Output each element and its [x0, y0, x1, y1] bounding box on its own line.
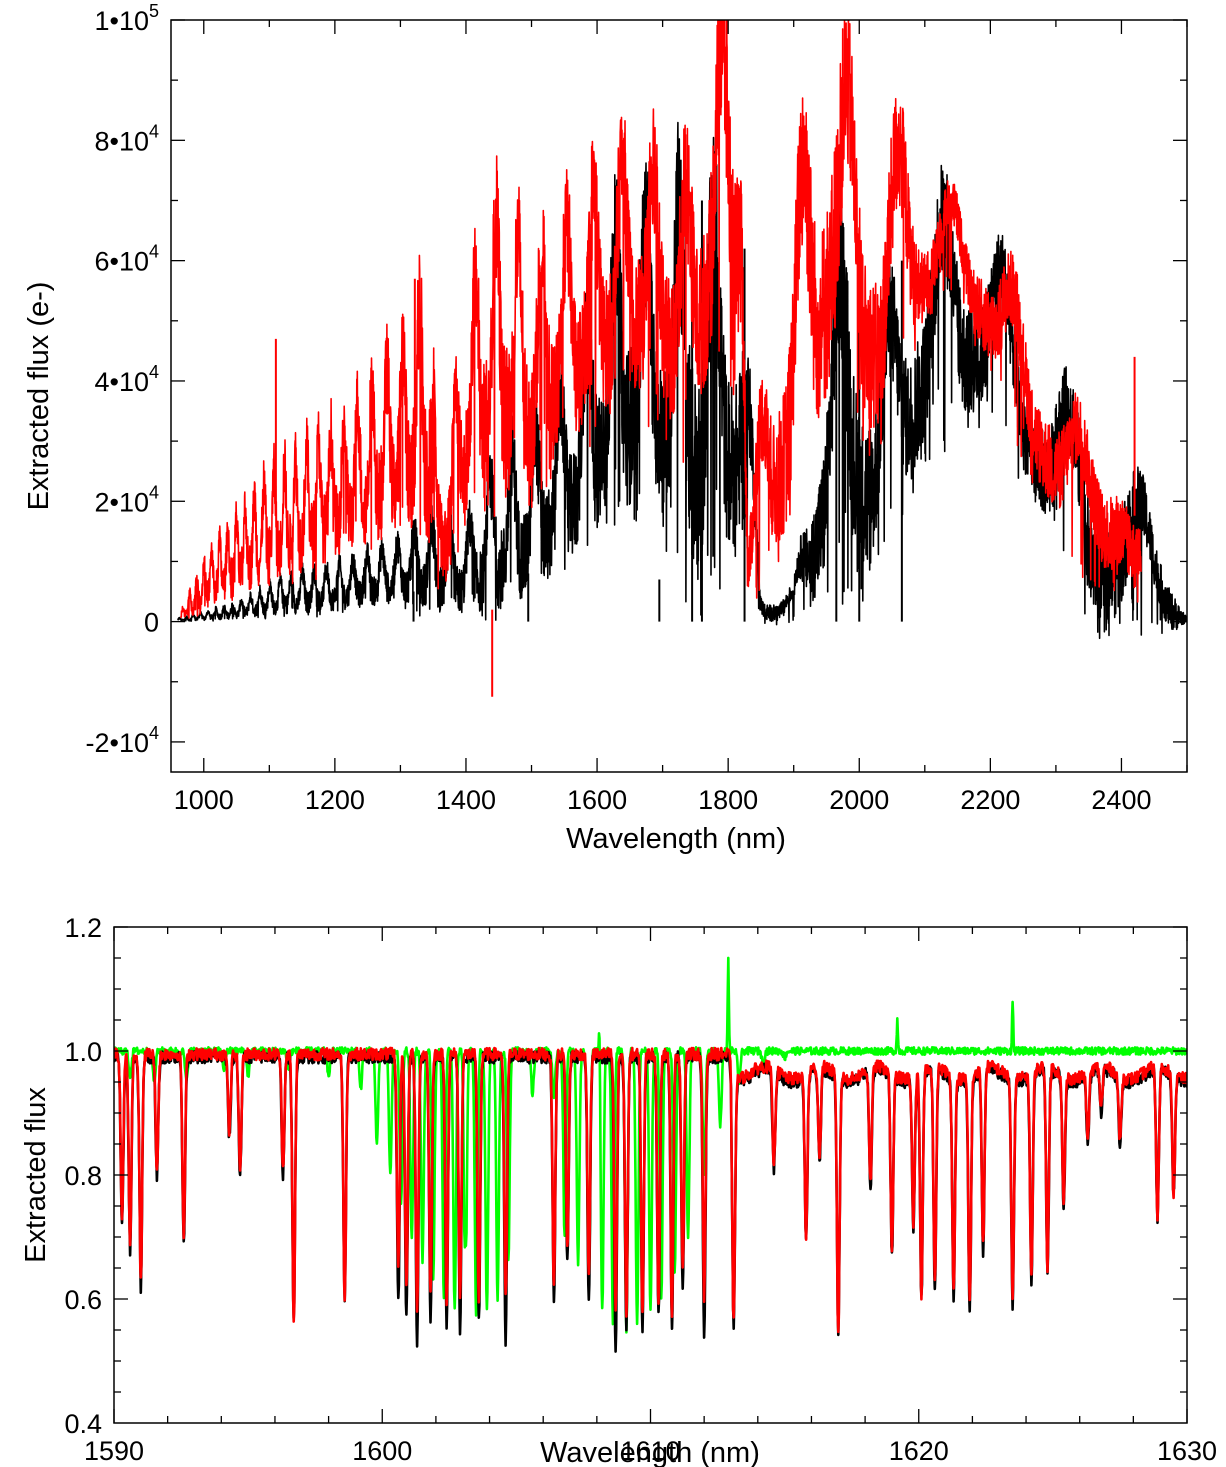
top-ytick-label: 0 — [144, 608, 159, 638]
top-plot-frame — [170, 19, 1188, 773]
top-xtick-label: 1600 — [567, 785, 627, 815]
top-xtick-label: 1400 — [436, 785, 496, 815]
bottom-ytick-label: 1.2 — [64, 913, 102, 943]
bottom-series-green-line — [114, 956, 1187, 1334]
bottom-ytick-label: 0.8 — [64, 1161, 102, 1191]
top-ytick-label: 2•104 — [94, 482, 159, 517]
top-ylabel: Extracted flux (e-) — [23, 282, 55, 511]
bottom-xtick-label: 1630 — [1157, 1436, 1217, 1466]
top-xtick-label: 1200 — [305, 785, 365, 815]
bottom-chart: 1590 1600 1610 1620 1630 0.4 0.6 0.8 1.0 1.2 Wave… — [20, 913, 1217, 1467]
bottom-xtick-label: 1610 — [620, 1436, 680, 1466]
top-xlabel: Wavelength (nm) — [566, 823, 786, 855]
top-xtick-label: 1000 — [174, 785, 234, 815]
bottom-plot-frame — [113, 926, 1188, 1424]
bottom-xtick-label: 1590 — [84, 1436, 144, 1466]
top-xtick-label: 2000 — [829, 785, 889, 815]
top-chart: 1000 1200 1400 1600 1800 2000 2200 2400 -2•104 0 2… — [23, 1, 1188, 855]
top-series-black-line — [177, 121, 1187, 640]
bottom-ylabel: Extracted flux — [20, 1087, 52, 1263]
bottom-ytick-label: 1.0 — [64, 1037, 102, 1067]
top-axis-ticks: 1000 1200 1400 1600 1800 2000 2200 2400 -2•104 0 2… — [85, 1, 1188, 815]
bottom-xtick-label: 1600 — [352, 1436, 412, 1466]
bottom-ytick-label: 0.6 — [64, 1285, 102, 1315]
top-series-group — [177, 20, 1187, 697]
top-xtick-label: 2400 — [1091, 785, 1151, 815]
top-xtick-label: 1800 — [698, 785, 758, 815]
top-ytick-label: -2•104 — [85, 723, 159, 758]
top-ytick-label: 4•104 — [94, 362, 159, 397]
bottom-xtick-label: 1620 — [889, 1436, 949, 1466]
top-series-red-line — [180, 20, 1142, 619]
bottom-xlabel: Wavelength (nm) — [540, 1437, 760, 1467]
top-ytick-label: 6•104 — [94, 242, 159, 277]
bottom-ytick-label: 0.4 — [64, 1409, 102, 1439]
top-xtick-label: 2200 — [960, 785, 1020, 815]
top-ytick-label: 8•104 — [94, 121, 159, 156]
bottom-axis-ticks: 1590 1600 1610 1620 1630 0.4 0.6 0.8 1.0 1.2 — [64, 913, 1217, 1466]
top-ytick-label: 1•105 — [94, 1, 159, 36]
bottom-series-red-line — [114, 1046, 1187, 1334]
bottom-series-group — [114, 956, 1187, 1353]
